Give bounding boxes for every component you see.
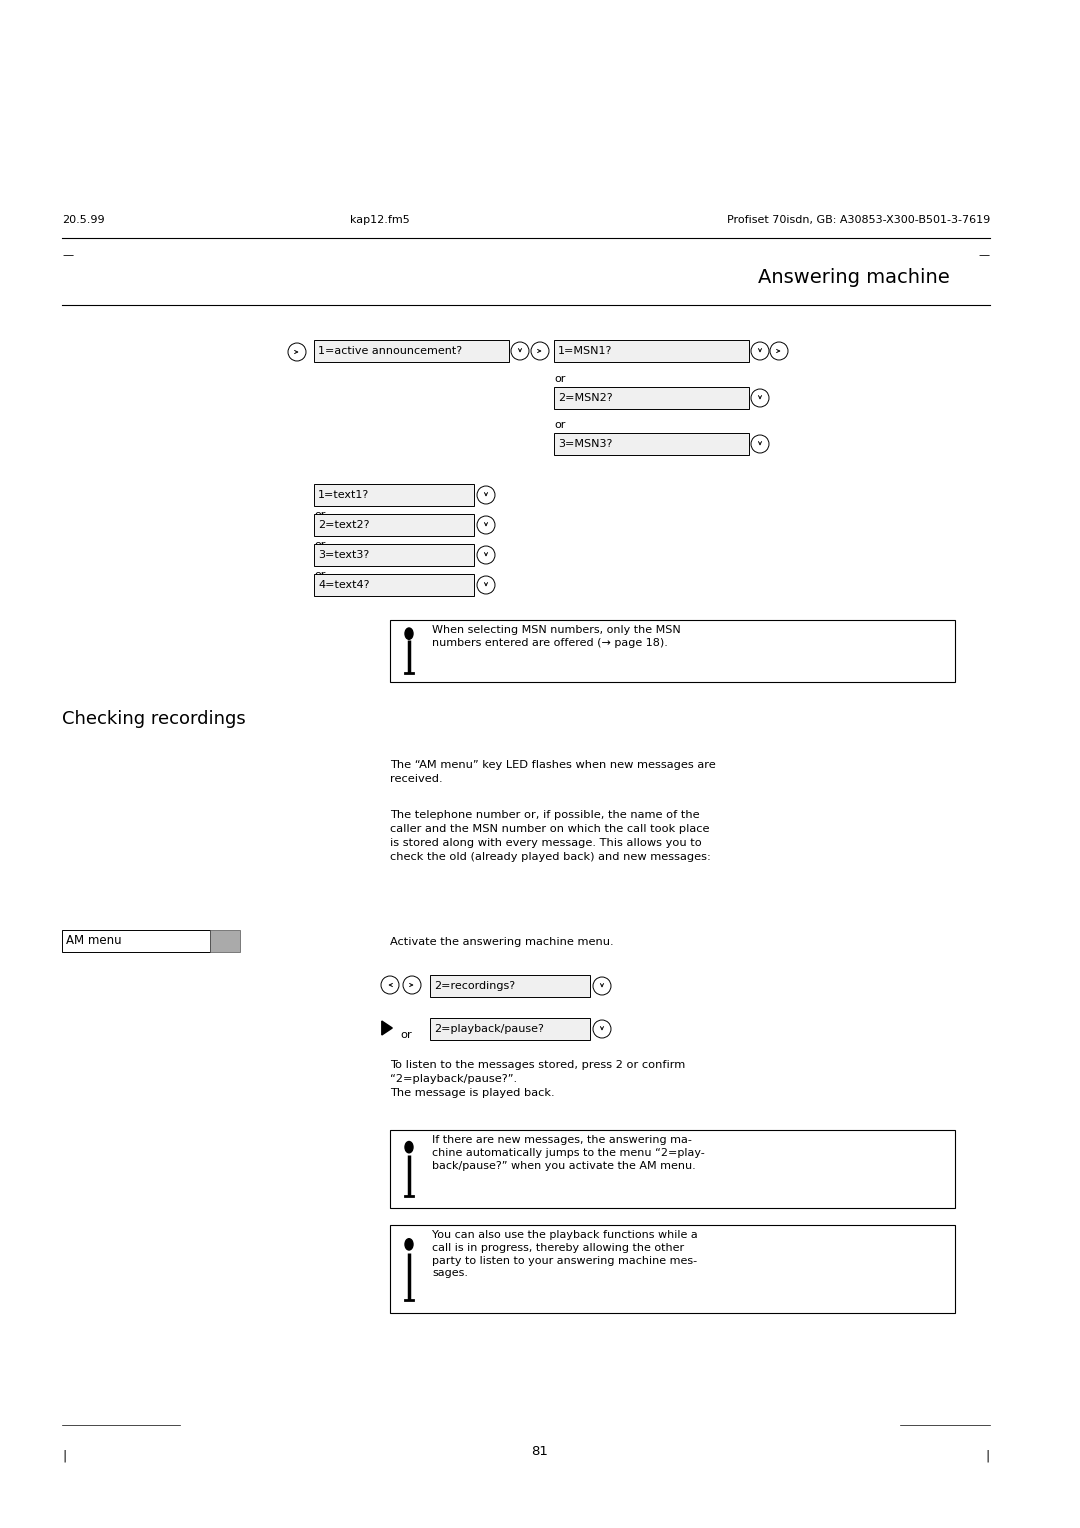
Text: |: | bbox=[62, 1450, 66, 1462]
FancyBboxPatch shape bbox=[314, 341, 509, 362]
FancyBboxPatch shape bbox=[62, 931, 210, 952]
Text: or: or bbox=[314, 570, 325, 581]
Text: 2=MSN2?: 2=MSN2? bbox=[558, 393, 612, 403]
Text: or: or bbox=[314, 539, 325, 550]
FancyBboxPatch shape bbox=[390, 1131, 955, 1209]
Text: AM menu: AM menu bbox=[66, 935, 122, 947]
Text: To listen to the messages stored, press 2 or confirm
“2=playback/pause?”.
The me: To listen to the messages stored, press … bbox=[390, 1060, 685, 1099]
Text: or: or bbox=[314, 510, 325, 520]
FancyBboxPatch shape bbox=[390, 620, 955, 681]
Text: 2=recordings?: 2=recordings? bbox=[434, 981, 515, 992]
Text: 2=text2?: 2=text2? bbox=[318, 520, 369, 530]
Text: Profiset 70isdn, GB: A30853-X300-B501-3-7619: Profiset 70isdn, GB: A30853-X300-B501-3-… bbox=[727, 215, 990, 225]
Circle shape bbox=[405, 628, 413, 639]
FancyBboxPatch shape bbox=[210, 931, 240, 952]
Text: The “AM menu” key LED flashes when new messages are
received.: The “AM menu” key LED flashes when new m… bbox=[390, 759, 716, 784]
Text: 1=active announcement?: 1=active announcement? bbox=[318, 345, 462, 356]
Text: Answering machine: Answering machine bbox=[758, 267, 950, 287]
Text: If there are new messages, the answering ma-
chine automatically jumps to the me: If there are new messages, the answering… bbox=[432, 1135, 705, 1170]
FancyBboxPatch shape bbox=[314, 484, 474, 506]
FancyBboxPatch shape bbox=[314, 575, 474, 596]
Text: You can also use the playback functions while a
call is in progress, thereby all: You can also use the playback functions … bbox=[432, 1230, 698, 1279]
FancyBboxPatch shape bbox=[314, 513, 474, 536]
FancyBboxPatch shape bbox=[554, 432, 750, 455]
Text: 3=text3?: 3=text3? bbox=[318, 550, 369, 559]
Text: —: — bbox=[62, 251, 73, 260]
FancyBboxPatch shape bbox=[430, 1018, 590, 1041]
Polygon shape bbox=[382, 1021, 392, 1034]
Text: —: — bbox=[978, 251, 990, 260]
FancyBboxPatch shape bbox=[314, 544, 474, 565]
FancyBboxPatch shape bbox=[430, 975, 590, 996]
Text: or: or bbox=[554, 420, 565, 429]
Circle shape bbox=[405, 1141, 413, 1152]
Text: 20.5.99: 20.5.99 bbox=[62, 215, 105, 225]
Text: 1=text1?: 1=text1? bbox=[318, 490, 369, 500]
Text: 81: 81 bbox=[531, 1445, 549, 1458]
Text: 4=text4?: 4=text4? bbox=[318, 581, 369, 590]
Text: Activate the answering machine menu.: Activate the answering machine menu. bbox=[390, 937, 613, 947]
Text: or: or bbox=[554, 374, 565, 384]
Text: 1=MSN1?: 1=MSN1? bbox=[558, 345, 612, 356]
Text: 2=playback/pause?: 2=playback/pause? bbox=[434, 1024, 544, 1034]
FancyBboxPatch shape bbox=[554, 341, 750, 362]
Text: kap12.fm5: kap12.fm5 bbox=[350, 215, 409, 225]
Text: 3=MSN3?: 3=MSN3? bbox=[558, 439, 612, 449]
FancyBboxPatch shape bbox=[554, 387, 750, 410]
Text: When selecting MSN numbers, only the MSN
numbers entered are offered (→ page 18): When selecting MSN numbers, only the MSN… bbox=[432, 625, 680, 648]
Text: |: | bbox=[986, 1450, 990, 1462]
FancyBboxPatch shape bbox=[390, 1225, 955, 1313]
Text: Checking recordings: Checking recordings bbox=[62, 711, 246, 727]
Text: or: or bbox=[400, 1030, 411, 1041]
Circle shape bbox=[405, 1239, 413, 1250]
Text: The telephone number or, if possible, the name of the
caller and the MSN number : The telephone number or, if possible, th… bbox=[390, 810, 711, 862]
